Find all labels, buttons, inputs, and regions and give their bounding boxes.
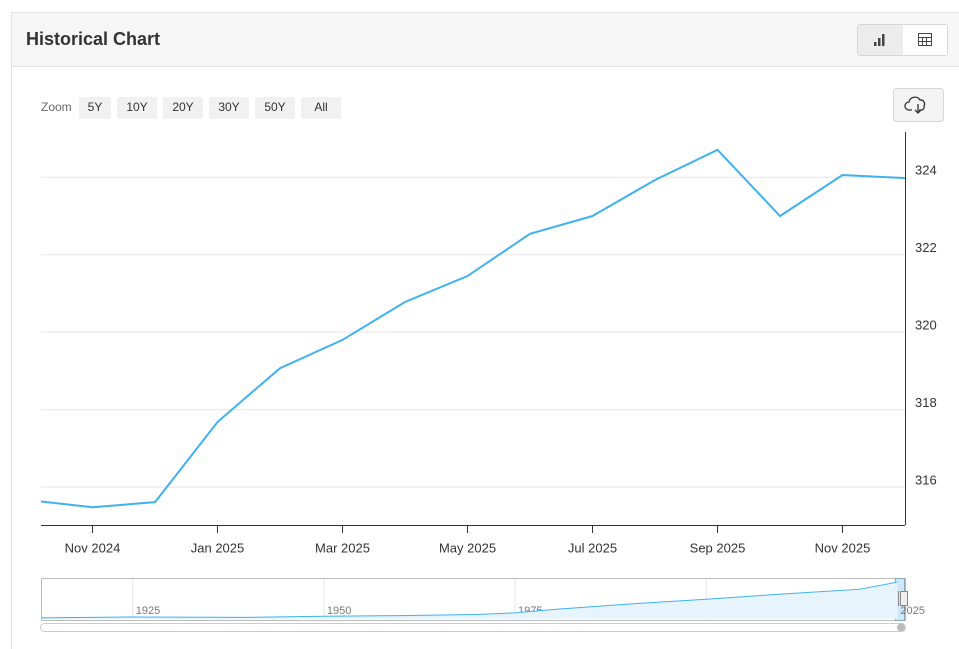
zoom-button-label[interactable]: 10Y (126, 100, 147, 114)
grid (41, 176, 905, 488)
icon (874, 42, 877, 46)
x-tick-label: Jul 2025 (568, 540, 617, 555)
header-bar (12, 13, 959, 66)
x-tick-label: Jan 2025 (191, 540, 245, 555)
navigator-tick-label: 1925 (136, 605, 160, 617)
zoom-button[interactable]: 50Y (255, 97, 295, 119)
view-toggle (857, 24, 948, 56)
table-view-button[interactable] (903, 25, 947, 55)
zoom-button-label[interactable]: 30Y (218, 100, 239, 114)
navigator-tick-label: 2025 (900, 605, 924, 617)
zoom-button-bg[interactable] (79, 97, 111, 119)
zoom-button-bg[interactable] (117, 97, 157, 119)
zoom-button-label[interactable]: 20Y (172, 100, 193, 114)
zoom-button[interactable]: 10Y (117, 97, 157, 119)
zoom-button-label[interactable]: 5Y (88, 100, 103, 114)
zoom-button[interactable]: 5Y (79, 97, 111, 119)
y-tick-label: 320 (915, 318, 937, 333)
zoom-button[interactable]: All (301, 97, 341, 119)
navigator-tick-label: 1950 (327, 605, 351, 617)
zoom-button[interactable]: 20Y (163, 97, 203, 119)
x-tick-label: Nov 2025 (815, 540, 871, 555)
navigator-line (40, 581, 898, 619)
y-tick-label: 318 (915, 395, 937, 410)
zoom-button[interactable]: 30Y (209, 97, 249, 119)
zoom-button-bg[interactable] (255, 97, 295, 119)
download-icon (904, 96, 926, 114)
y-tick-label: 322 (915, 240, 937, 255)
data-line (41, 148, 905, 509)
icon (918, 37, 932, 46)
zoom-button-bg[interactable] (301, 97, 341, 119)
chart-title: Historical Chart (26, 29, 160, 49)
scrollbar-thumb[interactable] (897, 623, 905, 632)
x-tick-label: May 2025 (439, 540, 496, 555)
zoom-button-bg[interactable] (209, 97, 249, 119)
x-tick-label: Nov 2024 (65, 540, 121, 555)
icon (878, 38, 881, 46)
zoom-label: Zoom (41, 100, 72, 114)
scrollbar[interactable] (40, 623, 906, 632)
download-button[interactable] (893, 88, 944, 122)
x-tick-label: Sep 2025 (690, 540, 746, 555)
y-tick-label: 316 (915, 472, 937, 487)
icon (918, 33, 932, 46)
icon (882, 34, 885, 46)
zoom-button-label[interactable]: All (314, 100, 327, 114)
y-tick-label: 324 (915, 163, 937, 178)
navigator-handle[interactable] (900, 591, 908, 606)
x-tick-label: Mar 2025 (315, 540, 370, 555)
zoom-button-bg[interactable] (163, 97, 203, 119)
zoom-button-label[interactable]: 50Y (264, 100, 285, 114)
navigator-area (41, 582, 898, 619)
